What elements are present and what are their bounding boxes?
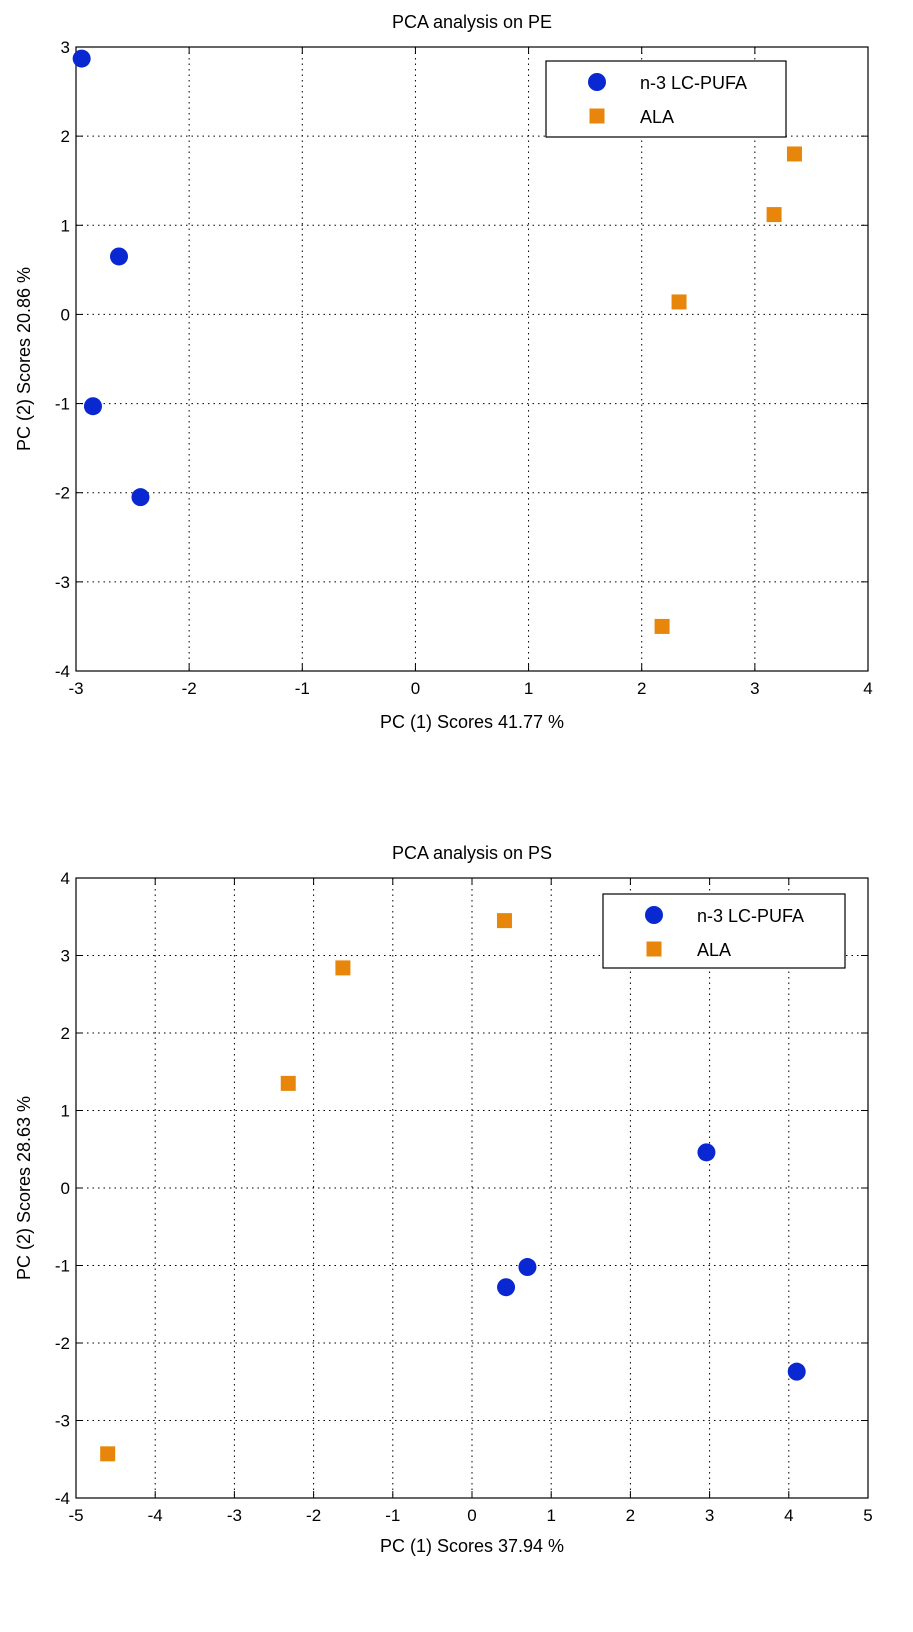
data-point (131, 488, 150, 507)
data-point (766, 207, 782, 223)
legend-box (545, 60, 787, 138)
y-tick-label: 1 (61, 216, 70, 235)
x-tick-label: 5 (863, 1506, 872, 1525)
x-tick-label: -1 (295, 679, 310, 698)
x-tick-label: 4 (784, 1506, 793, 1525)
legend-marker-square (646, 941, 662, 957)
y-tick-label: -4 (55, 1489, 70, 1508)
data-point (100, 1446, 116, 1462)
data-point (786, 146, 802, 162)
series-n-3-lc-pufa (72, 49, 150, 507)
y-tick-label: 1 (61, 1102, 70, 1121)
x-tick-label: -4 (148, 1506, 163, 1525)
pca-pe-chart: PCA analysis on PE-3 -2 -1 0 1 2 3 4-4-3-2-1012… (14, 12, 873, 732)
pca-ps-figure: -5 -4 -3 -2 -1 0 1 2 3 4 5 -4 -3 -2 -1 0 1 2 3 4 PC (1) Scor… (0, 860, 913, 1632)
legend-label: ALA (697, 940, 731, 960)
y-tick-label: 3 (61, 38, 70, 57)
y-tick-label: -3 (55, 573, 70, 592)
y-tick-label: -2 (55, 1334, 70, 1353)
x-tick-label: 1 (524, 679, 533, 698)
data-point (697, 1143, 716, 1162)
x-tick-label: -1 (385, 1506, 400, 1525)
legend-marker-circle (588, 73, 606, 91)
legend: n-3 LC-PUFA ALA (602, 893, 846, 969)
legend-label: ALA (640, 107, 674, 127)
chart-title: PCA analysis on PE (392, 12, 552, 32)
x-tick-label: 3 (750, 679, 759, 698)
y-tick-label: -4 (55, 662, 70, 681)
pca-ps-title-overlay: PCA analysis on PS (392, 843, 552, 863)
y-tick-label: 3 (61, 947, 70, 966)
x-tick-label: 0 (467, 1506, 476, 1525)
series-n-3-lc-pufa (497, 1143, 806, 1381)
x-tick-label: -3 (227, 1506, 242, 1525)
y-tick-label: 0 (61, 305, 70, 324)
legend-marker-square (589, 108, 605, 124)
data-point (335, 960, 351, 976)
legend: n-3 LC-PUFA ALA (545, 60, 787, 138)
data-point (654, 618, 670, 634)
data-point (518, 1258, 537, 1277)
x-axis-title: PC (1) Scores 41.77 % (380, 712, 564, 732)
legend-box (602, 893, 846, 969)
y-tick-label: -1 (55, 1257, 70, 1276)
y-tick-label: -1 (55, 395, 70, 414)
x-tick-label: -3 (68, 679, 83, 698)
x-tick-label: -2 (306, 1506, 321, 1525)
y-tick-label: -3 (55, 1412, 70, 1431)
plot-area (76, 47, 868, 671)
x-axis-title: PC (1) Scores 37.94 % (380, 1536, 564, 1556)
data-point (496, 913, 512, 929)
y-axis-title: PC (2) Scores 28.63 % (14, 1096, 34, 1280)
y-tick-label: 2 (61, 127, 70, 146)
x-tick-label: -5 (68, 1506, 83, 1525)
data-point (83, 397, 102, 416)
legend-label: n-3 LC-PUFA (697, 906, 804, 926)
data-point (109, 247, 128, 266)
data-point (72, 49, 91, 68)
y-tick-label: 4 (61, 869, 70, 888)
x-tick-label: 1 (546, 1506, 555, 1525)
series-ala (654, 146, 802, 634)
pca-pe-figure: PCA analysis on PE -3 -2 -1 0 1 2 3 4 -4 -3 -2 -1 0 1 2… (0, 0, 913, 790)
legend-label: n-3 LC-PUFA (640, 73, 747, 93)
axes-frame (75, 46, 869, 672)
data-point (497, 1278, 516, 1297)
y-tick-label: 0 (61, 1179, 70, 1198)
y-axis-title: PC (2) Scores 20.86 % (14, 267, 34, 451)
data-point (671, 294, 687, 310)
y-tick-label: -2 (55, 484, 70, 503)
x-tick-label: -2 (182, 679, 197, 698)
x-tick-label: 0 (411, 679, 420, 698)
data-point (280, 1075, 296, 1091)
y-tick-label: 2 (61, 1024, 70, 1043)
x-tick-label: 4 (863, 679, 872, 698)
chart-title: PCA analysis on PS (392, 843, 552, 863)
data-point (787, 1362, 806, 1381)
x-tick-label: 3 (705, 1506, 714, 1525)
x-tick-label: 2 (626, 1506, 635, 1525)
legend-marker-circle (645, 906, 663, 924)
series-ala (100, 913, 512, 1462)
x-tick-label: 2 (637, 679, 646, 698)
